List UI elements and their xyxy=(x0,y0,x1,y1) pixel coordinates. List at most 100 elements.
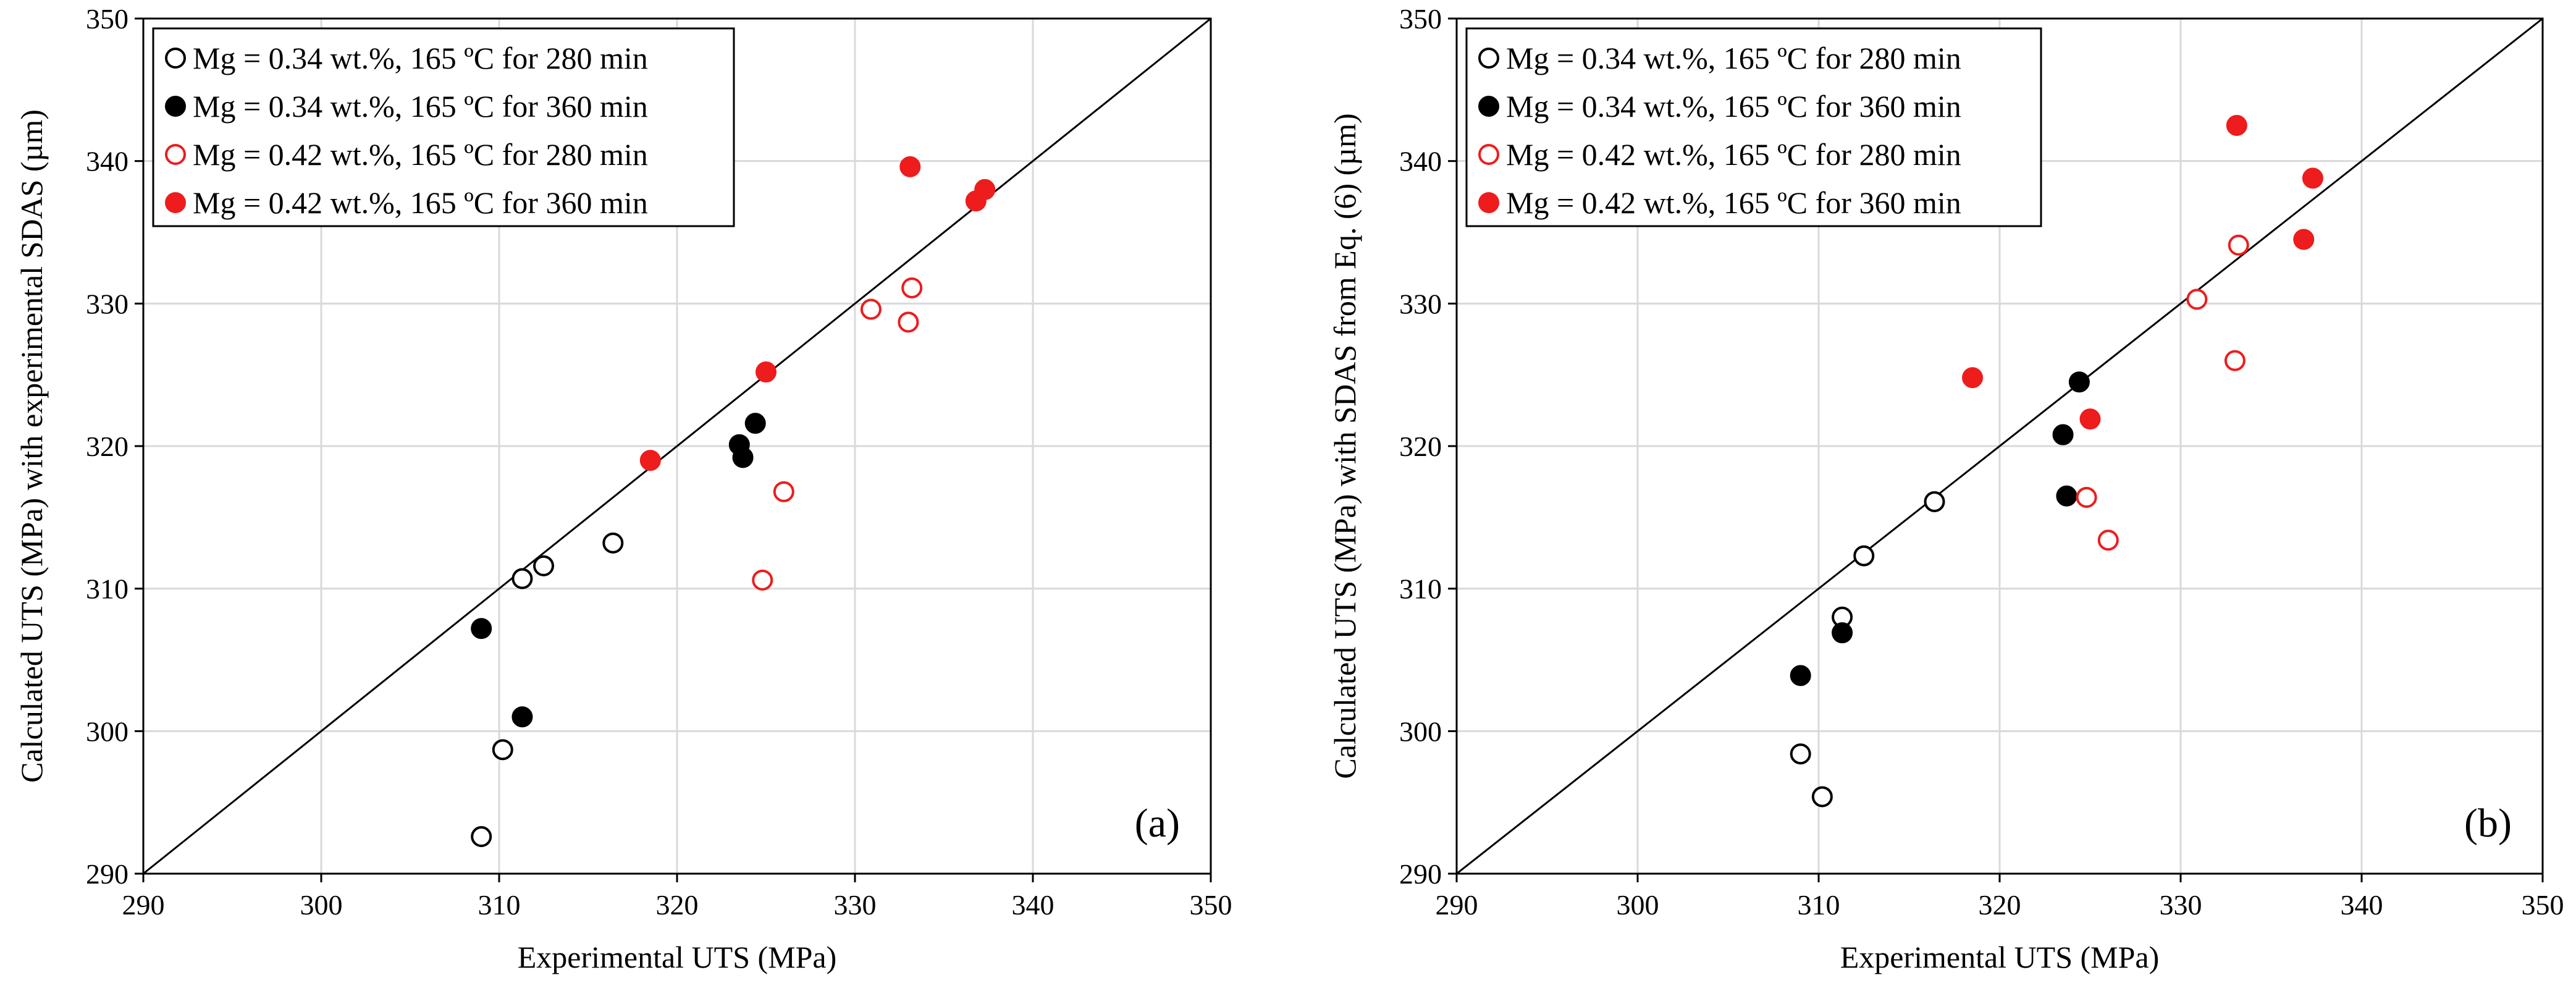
y-tick-label: 320 xyxy=(1399,431,1442,462)
data-point xyxy=(2302,167,2323,189)
data-point xyxy=(511,568,533,589)
data-point xyxy=(492,739,513,761)
y-tick-label: 350 xyxy=(86,3,128,35)
data-point xyxy=(2056,485,2077,507)
data-point xyxy=(2076,487,2097,509)
series-3 xyxy=(752,277,923,591)
data-point xyxy=(2224,350,2246,371)
y-tick-label: 310 xyxy=(1399,573,1442,605)
y-tick-label: 330 xyxy=(86,288,128,319)
data-point xyxy=(732,447,754,468)
y-axis-label: Calculated UTS (MPa) with experimental S… xyxy=(14,109,49,783)
legend-box xyxy=(1465,27,2042,227)
identity-line xyxy=(1456,17,2543,875)
data-point xyxy=(471,618,492,639)
data-point xyxy=(1924,491,1945,512)
data-point xyxy=(511,706,533,728)
data-point xyxy=(2079,408,2101,430)
data-point xyxy=(899,156,921,177)
x-tick-label: 340 xyxy=(2341,889,2383,921)
y-tick-label: 290 xyxy=(1399,858,1442,890)
series-4 xyxy=(1962,115,2323,430)
legend-label: Mg = 0.42 wt.%, 165 ºC for 360 min xyxy=(193,185,648,220)
legend-marker xyxy=(1478,48,1499,69)
x-tick-label: 340 xyxy=(1012,889,1054,921)
legend-label: Mg = 0.34 wt.%, 165 ºC for 280 min xyxy=(1506,41,1961,75)
data-point xyxy=(471,826,492,848)
y-tick-label: 330 xyxy=(1399,288,1442,319)
data-point xyxy=(901,277,923,298)
data-point xyxy=(744,413,766,434)
y-tick-label: 340 xyxy=(1399,146,1442,177)
legend-marker xyxy=(165,48,186,69)
legend-marker xyxy=(165,96,186,117)
panel-label: (a) xyxy=(1135,801,1180,846)
x-axis-label: Experimental UTS (MPa) xyxy=(1840,940,2160,974)
series-2 xyxy=(1790,371,2090,686)
x-tick-label: 300 xyxy=(1617,889,1659,921)
y-tick-label: 340 xyxy=(86,146,128,177)
y-tick-label: 290 xyxy=(86,858,128,890)
series-3 xyxy=(2076,234,2249,551)
x-tick-label: 310 xyxy=(1798,889,1840,921)
legend-box xyxy=(152,27,735,227)
data-point xyxy=(639,450,661,471)
x-tick-label: 350 xyxy=(1190,889,1232,921)
x-tick-label: 320 xyxy=(1979,889,2021,921)
series-4 xyxy=(639,156,996,471)
data-point xyxy=(898,311,919,333)
legend: Mg = 0.34 wt.%, 165 ºC for 280 min Mg = 0… xyxy=(152,27,735,227)
data-point xyxy=(1832,622,1853,644)
chart-panel-a: 290 300 310 320 330 340 350 290 300 310 320 330 340 3… xyxy=(14,3,1232,974)
legend-label: Mg = 0.42 wt.%, 165 ºC for 280 min xyxy=(193,137,648,172)
data-point xyxy=(756,361,777,383)
legend-marker xyxy=(1478,96,1499,117)
y-tick-label: 310 xyxy=(86,573,128,605)
y-tick-label: 300 xyxy=(86,715,128,747)
series-1 xyxy=(471,532,624,848)
x-tick-label: 290 xyxy=(122,889,165,921)
legend-label: Mg = 0.34 wt.%, 165 ºC for 280 min xyxy=(193,41,648,75)
legend-label: Mg = 0.34 wt.%, 165 ºC for 360 min xyxy=(193,89,648,124)
legend-marker xyxy=(1478,192,1499,213)
x-tick-label: 310 xyxy=(478,889,521,921)
legend-label: Mg = 0.42 wt.%, 165 ºC for 280 min xyxy=(1506,137,1961,172)
data-point xyxy=(773,481,794,502)
x-tick-label: 350 xyxy=(2522,889,2564,921)
data-point xyxy=(2186,289,2208,310)
data-point xyxy=(974,179,996,200)
data-point xyxy=(2226,115,2247,136)
legend-label: Mg = 0.34 wt.%, 165 ºC for 360 min xyxy=(1506,89,1961,124)
data-point xyxy=(1853,545,1875,567)
legend-marker xyxy=(165,144,186,165)
legend: Mg = 0.34 wt.%, 165 ºC for 280 min Mg = 0… xyxy=(1465,27,2042,227)
identity-line xyxy=(143,17,1211,875)
data-point xyxy=(533,555,554,576)
data-point xyxy=(752,569,773,591)
x-tick-label: 290 xyxy=(1436,889,1478,921)
y-tick-label: 350 xyxy=(1399,3,1442,35)
data-point xyxy=(1962,367,1984,389)
panel-label: (b) xyxy=(2464,801,2512,846)
x-tick-label: 330 xyxy=(834,889,877,921)
legend-marker xyxy=(165,192,186,213)
y-axis-label: Calculated UTS (MPa) with SDAS from Eq. … xyxy=(1328,113,1362,779)
data-point xyxy=(1790,665,1811,686)
x-tick-label: 320 xyxy=(656,889,699,921)
data-point xyxy=(1811,786,1833,808)
y-tick-label: 300 xyxy=(1399,715,1442,747)
series-2 xyxy=(471,413,766,728)
data-point xyxy=(2228,234,2249,256)
chart-panel-b: 290 300 310 320 330 340 350 290 300 310 320 330 340 3… xyxy=(1328,3,2564,974)
data-point xyxy=(2097,530,2119,551)
x-axis-label: Experimental UTS (MPa) xyxy=(518,940,837,974)
data-point xyxy=(2293,229,2315,250)
data-point xyxy=(2068,371,2090,393)
data-point xyxy=(602,532,624,554)
data-point xyxy=(2052,424,2074,445)
data-point xyxy=(1790,743,1811,765)
legend-marker xyxy=(1478,144,1499,165)
x-tick-label: 330 xyxy=(2160,889,2202,921)
